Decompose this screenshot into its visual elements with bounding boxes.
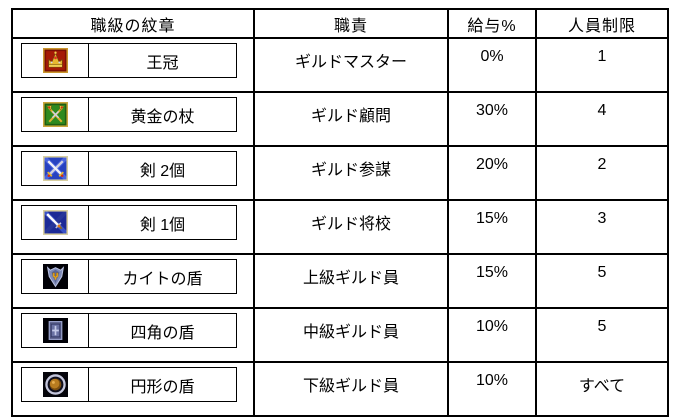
emblem-label: 黄金の杖 — [130, 108, 195, 126]
kite-shield-icon — [42, 264, 68, 289]
table-row: 黄金の杖 ギルド顧問 30% 4 — [11, 91, 669, 147]
emblem-icon-cell — [22, 44, 89, 77]
role-cell: 下級ギルド員 — [253, 361, 449, 417]
role-cell: ギルド参謀 — [253, 145, 449, 201]
round-shield-icon — [42, 372, 68, 397]
emblem-cell: 円形の盾 — [11, 361, 255, 417]
square-shield-icon — [42, 318, 68, 343]
header-limit: 人員制限 — [535, 8, 669, 39]
emblem-cell: 剣 1個 — [11, 199, 255, 255]
limit-cell: 1 — [535, 37, 669, 93]
limit-cell: 5 — [535, 253, 669, 309]
emblem-label: 剣 1個 — [139, 216, 186, 234]
emblem-icon-cell — [22, 314, 89, 347]
emblem-cell: 剣 2個 — [11, 145, 255, 201]
emblem-cell: 王冠 — [11, 37, 255, 93]
salary-cell: 10% — [447, 307, 537, 363]
emblem-box: 四角の盾 — [21, 313, 237, 348]
salary-cell: 30% — [447, 91, 537, 147]
salary-cell: 20% — [447, 145, 537, 201]
table-row: 四角の盾 中級ギルド員 10% 5 — [11, 307, 669, 363]
two-swords-icon — [42, 156, 68, 181]
emblem-box: 王冠 — [21, 43, 237, 78]
header-emblem: 職級の紋章 — [11, 8, 255, 39]
emblem-box: 剣 1個 — [21, 205, 237, 240]
emblem-label: 四角の盾 — [130, 324, 195, 342]
salary-cell: 0% — [447, 37, 537, 93]
emblem-icon-cell — [22, 98, 89, 131]
emblem-icon-cell — [22, 206, 89, 239]
limit-cell: 2 — [535, 145, 669, 201]
emblem-cell: 四角の盾 — [11, 307, 255, 363]
table-row: 王冠 ギルドマスター 0% 1 — [11, 37, 669, 93]
emblem-cell: 黄金の杖 — [11, 91, 255, 147]
emblem-label: 円形の盾 — [130, 378, 195, 396]
crown-icon — [42, 48, 68, 73]
role-cell: ギルドマスター — [253, 37, 449, 93]
emblem-cell: カイトの盾 — [11, 253, 255, 309]
table-row: カイトの盾 上級ギルド員 15% 5 — [11, 253, 669, 309]
role-cell: ギルド将校 — [253, 199, 449, 255]
emblem-label: 王冠 — [146, 54, 179, 72]
emblem-box: 円形の盾 — [21, 367, 237, 402]
role-cell: 中級ギルド員 — [253, 307, 449, 363]
emblem-label: 剣 2個 — [139, 162, 186, 180]
limit-cell: すべて — [535, 361, 669, 417]
role-cell: 上級ギルド員 — [253, 253, 449, 309]
emblem-label: カイトの盾 — [122, 270, 203, 288]
limit-cell: 3 — [535, 199, 669, 255]
emblem-box: 黄金の杖 — [21, 97, 237, 132]
header-salary: 給与% — [447, 8, 537, 39]
limit-cell: 5 — [535, 307, 669, 363]
salary-cell: 10% — [447, 361, 537, 417]
table-header-row: 職級の紋章 職責 給与% 人員制限 — [11, 8, 669, 39]
role-cell: ギルド顧問 — [253, 91, 449, 147]
emblem-icon-cell — [22, 368, 89, 401]
header-role: 職責 — [253, 8, 449, 39]
emblem-icon-cell — [22, 152, 89, 185]
salary-cell: 15% — [447, 199, 537, 255]
table-row: 剣 1個 ギルド将校 15% 3 — [11, 199, 669, 255]
table-row: 剣 2個 ギルド参謀 20% 2 — [11, 145, 669, 201]
salary-cell: 15% — [447, 253, 537, 309]
table-row: 円形の盾 下級ギルド員 10% すべて — [11, 361, 669, 417]
guild-rank-table: 職級の紋章 職責 給与% 人員制限 — [11, 8, 669, 417]
one-sword-icon — [42, 210, 68, 235]
emblem-box: 剣 2個 — [21, 151, 237, 186]
limit-cell: 4 — [535, 91, 669, 147]
emblem-icon-cell — [22, 260, 89, 293]
emblem-box: カイトの盾 — [21, 259, 237, 294]
golden-staff-icon — [42, 102, 68, 127]
